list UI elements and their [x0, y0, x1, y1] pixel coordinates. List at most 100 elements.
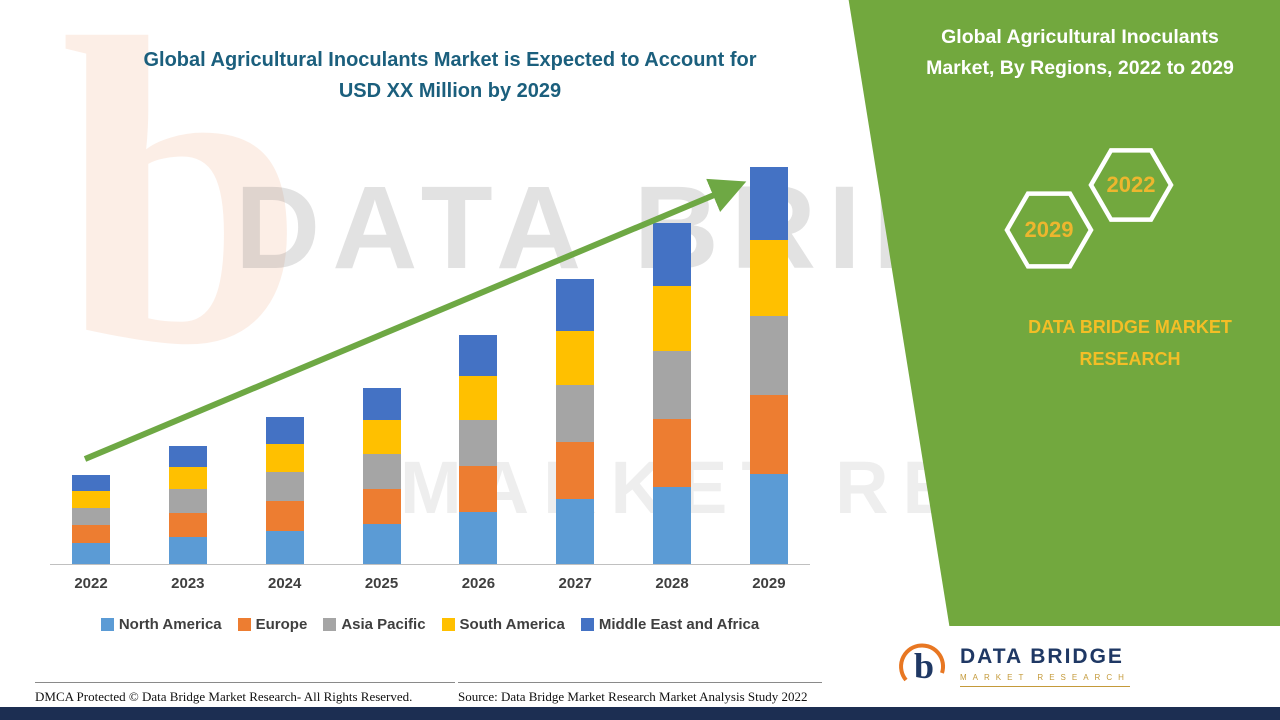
bar-segment [653, 486, 692, 564]
legend-label: Europe [255, 616, 308, 633]
stacked-bar-2028 [653, 223, 692, 564]
bar-segment [72, 475, 110, 492]
x-axis-label-2022: 2022 [74, 575, 108, 592]
bar-segment [653, 351, 692, 420]
legend-item: North America [100, 616, 222, 633]
bar-segment [556, 384, 595, 443]
side-brand-line2: RESEARCH [1079, 348, 1181, 369]
x-axis-label-2029: 2029 [752, 575, 786, 592]
side-heading-line1: Global Agricultural Inoculants [941, 26, 1219, 48]
chart-title-line2: USD XX Million by 2029 [338, 80, 562, 102]
bar-segment [749, 395, 788, 475]
bar-segment [362, 524, 401, 564]
x-axis-labels: 2022 2023 2024 2025 2026 2027 2028 2029 [50, 575, 810, 592]
bar-segment [72, 507, 110, 526]
logo-card: b DATA BRIDGE MARKET RESEARCH [862, 626, 1280, 708]
bar-segment [459, 466, 498, 512]
bar-segment [265, 444, 304, 473]
legend-label: North America [118, 616, 222, 633]
x-axis-label-2024: 2024 [268, 575, 302, 592]
bar-segment [653, 285, 692, 352]
footer-source-note: Source: Data Bridge Market Research Mark… [458, 682, 822, 705]
hexagon-2029-outline [1004, 191, 1094, 269]
data-bridge-logo: b DATA BRIDGE MARKET RESEARCH [898, 640, 1130, 692]
stacked-bar-2029 [749, 166, 788, 564]
logo-arc [899, 643, 946, 682]
legend-swatch [441, 618, 455, 631]
bar-segment [556, 278, 595, 331]
bar-segment [72, 543, 110, 564]
stacked-bar-2023 [168, 446, 207, 564]
bar-segment [362, 420, 401, 454]
stacked-bar-2024 [265, 417, 304, 564]
bar-segment [168, 446, 207, 468]
logo-monogram: b [914, 646, 934, 686]
year-hexagon-badges: 2022 2029 [1004, 148, 1174, 269]
bar-segment [265, 530, 304, 564]
x-axis-label-2023: 2023 [171, 575, 205, 592]
legend-item: Europe [237, 616, 308, 633]
stacked-bar-2026 [459, 334, 498, 564]
side-brand-line1: DATA BRIDGE MARKET [1028, 317, 1232, 337]
bar-segment [168, 512, 207, 537]
stacked-bar-2022 [72, 475, 110, 564]
bar-segment [556, 330, 595, 385]
trend-arrow [83, 178, 747, 462]
bar-segment [653, 223, 692, 286]
bar-segment [653, 419, 692, 487]
bar-segment [168, 488, 207, 513]
data-bridge-logo-icon: b [899, 643, 946, 686]
legend-item: South America [441, 616, 565, 633]
bar-segment [459, 334, 498, 377]
legend-label: Middle East and Africa [598, 616, 760, 633]
legend-label: South America [459, 616, 565, 633]
x-axis-label-2025: 2025 [364, 575, 399, 592]
x-axis-label-2027: 2027 [558, 575, 592, 592]
bar-segment [556, 442, 595, 500]
hexagon-2022-label: 2022 [1107, 172, 1156, 197]
logo-name: DATA BRIDGE [960, 645, 1124, 668]
bar-segment [749, 474, 788, 564]
chart-legend: North America Europe Asia Pacific South Ame… [50, 616, 810, 633]
hexagon-2029-label: 2029 [1025, 217, 1074, 242]
side-heading-line2: Market, By Regions, 2022 to 2029 [926, 57, 1234, 80]
bar-segment [749, 166, 788, 240]
bar-segment [459, 511, 498, 564]
bar-segment [265, 472, 304, 502]
bar-segment [362, 453, 401, 490]
bar-segment [168, 467, 207, 489]
bar-segment [168, 536, 207, 564]
legend-swatch [580, 618, 594, 631]
hexagon-2022-outline [1088, 148, 1174, 222]
bar-segment [749, 315, 788, 396]
bar-segment [265, 501, 304, 531]
x-axis-label-2028: 2028 [655, 575, 689, 592]
side-panel-brand: DATA BRIDGE MARKET RESEARCH [995, 312, 1265, 375]
bottom-navy-strip [0, 707, 1280, 720]
bar-segment [556, 499, 595, 564]
bar-segment [362, 387, 401, 421]
logo-subtitle: MARKET RESEARCH [960, 673, 1130, 682]
legend-swatch [237, 618, 251, 631]
bar-segment [459, 376, 498, 421]
bar-segment [265, 417, 304, 445]
stacked-bar-chart: 2022 2023 2024 2025 2026 2027 2028 2029 North A… [50, 148, 810, 633]
x-axis-label-2026: 2026 [461, 575, 496, 592]
logo-texts: DATA BRIDGE MARKET RESEARCH [960, 645, 1130, 687]
trend-arrow-line [83, 178, 747, 462]
bar-segment [72, 525, 110, 544]
side-panel-heading: Global Agricultural Inoculants Market, B… [895, 22, 1265, 84]
legend-label: Asia Pacific [341, 616, 426, 633]
stacked-bar-2027 [556, 278, 595, 564]
legend-item: Middle East and Africa [580, 616, 760, 633]
chart-title-line1: Global Agricultural Inoculants Market is… [143, 49, 757, 71]
chart-title: Global Agricultural Inoculants Market is… [105, 45, 795, 107]
bar-segment [72, 491, 110, 508]
stacked-bar-2025 [362, 387, 401, 564]
chart-plot-area [50, 148, 810, 565]
legend-swatch [100, 618, 114, 631]
bar-segment [459, 420, 498, 467]
bar-segment [749, 239, 788, 316]
legend-item: Asia Pacific [323, 616, 426, 633]
